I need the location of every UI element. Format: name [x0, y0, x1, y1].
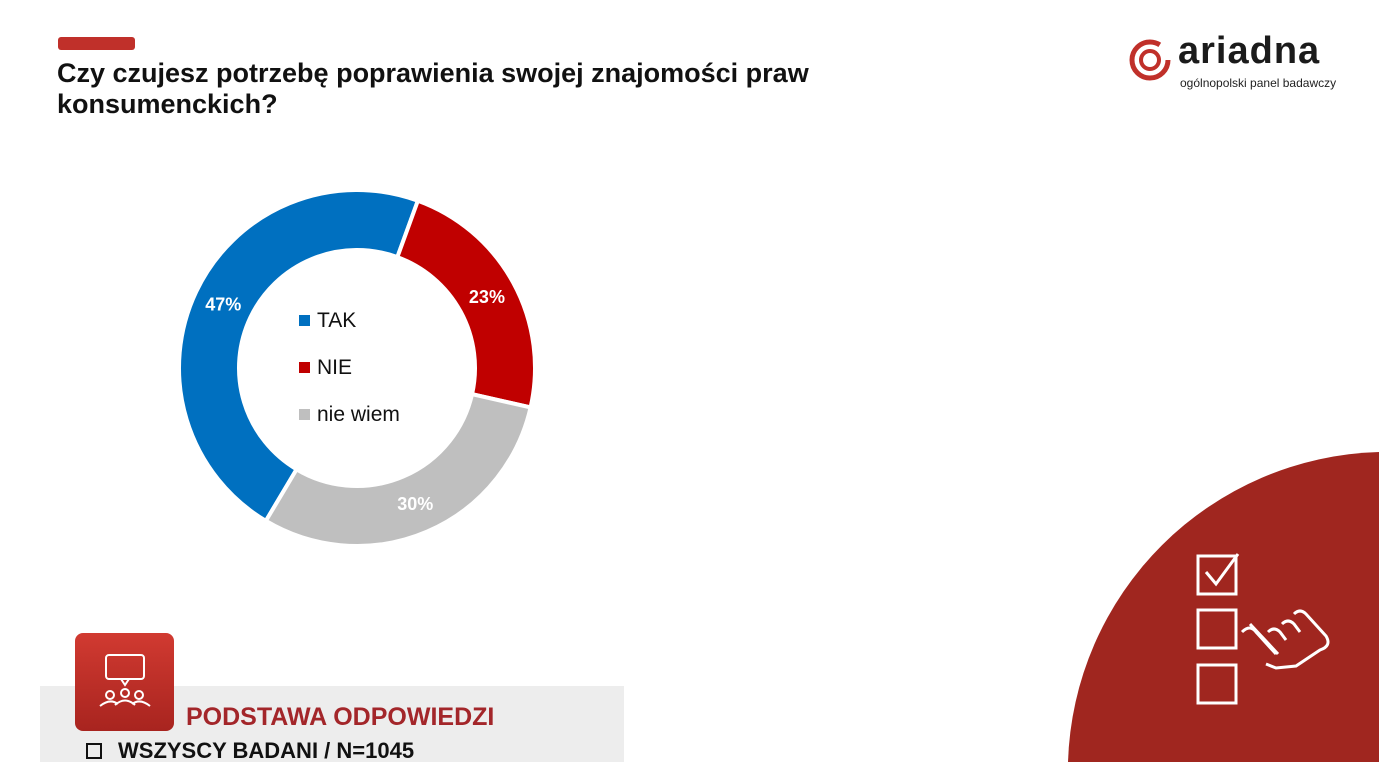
- panel-title: PODSTAWA ODPOWIEDZI: [186, 703, 495, 731]
- legend-label: NIE: [317, 355, 353, 379]
- ariadna-logo: ariadna ogólnopolski panel badawczy: [1128, 30, 1338, 96]
- panel-item: WSZYSCY BADANI / N=1045: [86, 738, 414, 764]
- decorative-circle: [1068, 452, 1379, 762]
- legend-item-nie-wiem: nie wiem: [299, 391, 400, 438]
- panel-item-text: WSZYSCY BADANI / N=1045: [118, 738, 415, 763]
- legend-label: nie wiem: [317, 402, 400, 426]
- logo-word: ariadna: [1178, 30, 1321, 72]
- chart-legend: TAK NIE nie wiem: [299, 297, 400, 438]
- legend-swatch: [299, 409, 310, 420]
- discussion-group-icon-svg: [99, 654, 151, 707]
- legend-swatch: [299, 315, 310, 326]
- page-title: Czy czujesz potrzebę poprawienia swojej …: [57, 58, 809, 119]
- donut-slice-nie-wiem: [263, 391, 533, 548]
- logo-subtitle: ogólnopolski panel badawczy: [1180, 76, 1337, 90]
- data-label: 30%: [397, 494, 433, 514]
- checklist-hand-icon: [1196, 553, 1330, 705]
- discussion-group-icon: [75, 633, 174, 731]
- legend-item-nie: NIE: [299, 344, 400, 391]
- legend-label: TAK: [317, 308, 357, 332]
- data-label: 47%: [205, 295, 241, 315]
- title-accent-bar: [58, 37, 135, 50]
- legend-item-tak: TAK: [299, 297, 400, 344]
- ariadna-logo-icon: [1129, 39, 1171, 81]
- data-label: 23%: [469, 287, 505, 307]
- donut-slice-nie: [394, 198, 537, 410]
- donut-slice-tak: [177, 188, 421, 524]
- legend-swatch: [299, 362, 310, 373]
- checkbox-icon: [86, 743, 102, 759]
- donut-chart: 47% 23% 30%: [177, 188, 537, 548]
